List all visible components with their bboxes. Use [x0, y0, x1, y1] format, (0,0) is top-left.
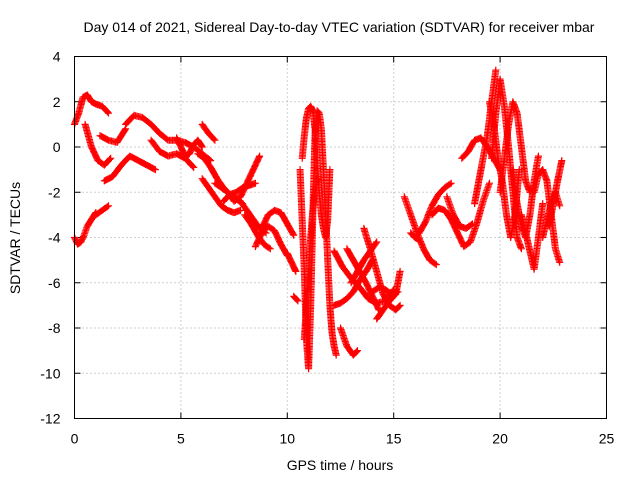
series-sv-track-w — [300, 175, 321, 343]
y-tick-label: -6 — [48, 275, 61, 291]
y-tick-label: 4 — [53, 49, 61, 65]
x-tick-label: 20 — [492, 431, 508, 447]
series-sv-track-l — [198, 175, 244, 217]
series-sv-track-c — [81, 120, 115, 169]
data-point-markers — [71, 91, 112, 128]
data-point-markers — [300, 175, 321, 343]
series-sv-track-n — [220, 179, 259, 205]
series-sv-track-ah — [415, 179, 455, 237]
y-tick-label: 2 — [53, 94, 61, 110]
series-sv-track-ae — [373, 267, 404, 323]
series-sv-track-k — [198, 120, 219, 144]
plot-frame — [74, 56, 607, 419]
x-axis-label: GPS time / hours — [287, 457, 394, 473]
series-sv-track-s — [283, 249, 300, 275]
data-points — [71, 66, 566, 373]
data-point-markers — [443, 193, 476, 232]
data-point-markers — [298, 102, 334, 241]
data-point-markers — [198, 120, 219, 144]
y-tick-label: -2 — [48, 184, 61, 200]
series-sv-track-ag — [407, 229, 423, 244]
series-sv-track-t — [290, 292, 302, 305]
data-point-markers — [337, 324, 361, 359]
data-point-markers — [220, 179, 259, 205]
x-tick-label: 15 — [386, 431, 402, 447]
series-sv-track-r — [258, 206, 298, 239]
series-sv-track-i — [173, 134, 206, 160]
data-point-markers — [545, 157, 566, 230]
series-sv-track-at — [545, 157, 566, 230]
data-point-markers — [290, 292, 302, 305]
data-point-markers — [283, 249, 300, 275]
data-point-markers — [92, 202, 112, 219]
data-point-markers — [428, 179, 493, 251]
x-tick-label: 10 — [280, 431, 296, 447]
x-tick-label: 25 — [599, 431, 615, 447]
data-point-markers — [258, 206, 298, 239]
series-sv-track-ai — [428, 179, 493, 251]
series-sv-track-aq — [517, 200, 547, 273]
data-point-markers — [517, 200, 547, 273]
data-point-markers — [251, 222, 291, 260]
series-sv-track-ao — [496, 98, 534, 196]
data-point-markers — [407, 229, 423, 244]
series-sv-track-d — [92, 202, 112, 219]
series-sv-track-e — [96, 125, 130, 146]
data-point-markers — [373, 267, 404, 323]
series-sv-track-y — [337, 324, 361, 359]
series-sv-track-aj — [443, 193, 476, 232]
data-point-markers — [96, 125, 130, 146]
grid-lines — [74, 56, 607, 419]
series-sv-track-a — [71, 91, 112, 128]
x-tick-label: 5 — [177, 431, 185, 447]
data-point-markers — [415, 179, 455, 237]
y-tick-label: -8 — [48, 320, 61, 336]
y-axis-label: SDTVAR / TECUs — [7, 182, 23, 294]
data-point-markers — [496, 98, 534, 196]
series-sv-track-f — [100, 152, 159, 185]
y-tick-label: -4 — [48, 230, 61, 246]
data-point-markers — [173, 134, 206, 160]
data-point-markers — [81, 120, 115, 169]
series-sv-track-v — [298, 102, 334, 241]
series-sv-track-q — [251, 222, 291, 260]
data-point-markers — [100, 152, 159, 185]
chart-title: Day 014 of 2021, Sidereal Day-to-day VTE… — [84, 19, 595, 35]
x-tick-label: 0 — [71, 431, 79, 447]
y-tick-label: 0 — [53, 139, 61, 155]
y-tick-label: -10 — [40, 365, 60, 381]
data-point-markers — [198, 175, 244, 217]
y-tick-label: -12 — [40, 411, 60, 427]
